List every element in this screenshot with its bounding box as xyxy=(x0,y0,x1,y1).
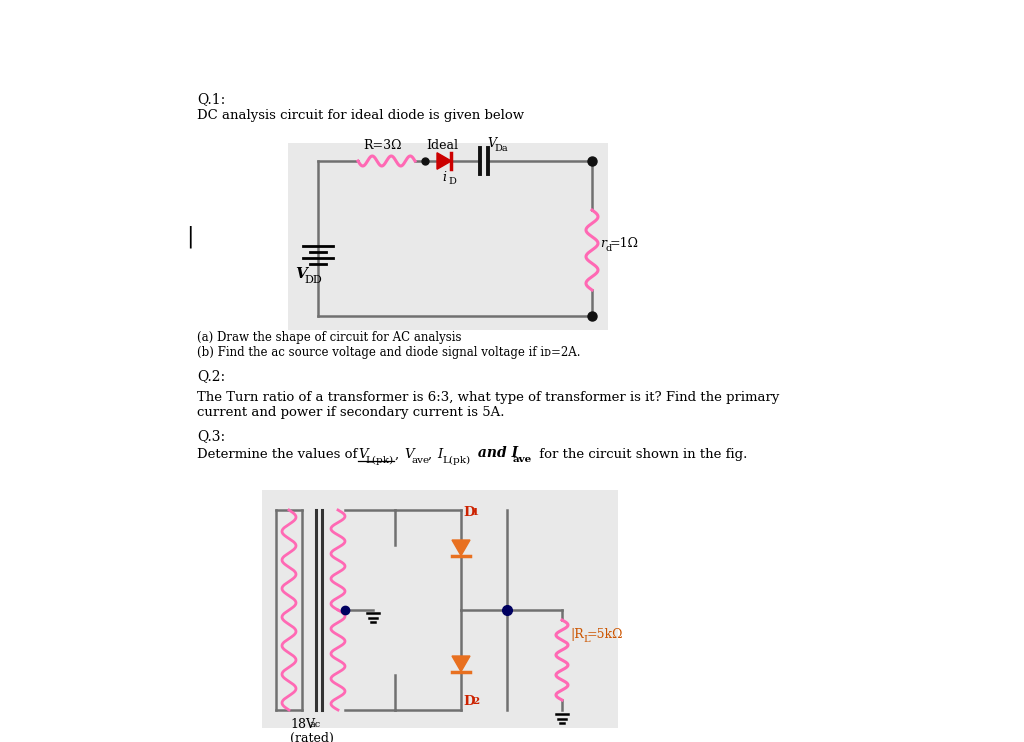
Text: =5kΩ: =5kΩ xyxy=(587,628,624,641)
Polygon shape xyxy=(452,540,470,556)
Text: L(pk): L(pk) xyxy=(442,456,470,465)
Text: D: D xyxy=(463,506,474,519)
Text: ave: ave xyxy=(513,455,532,464)
Text: Ideal: Ideal xyxy=(426,139,458,152)
Text: I: I xyxy=(437,448,442,461)
Text: DC analysis circuit for ideal diode is given below: DC analysis circuit for ideal diode is g… xyxy=(197,109,524,122)
Text: 1: 1 xyxy=(472,508,479,517)
Text: D: D xyxy=(463,695,474,708)
Text: d: d xyxy=(605,244,611,253)
Text: r: r xyxy=(600,237,606,250)
Text: |: | xyxy=(186,225,194,248)
Text: V: V xyxy=(358,448,368,461)
Text: for the circuit shown in the fig.: for the circuit shown in the fig. xyxy=(535,448,748,461)
Text: L(pk): L(pk) xyxy=(365,456,393,465)
Text: and I: and I xyxy=(473,446,518,460)
Text: i: i xyxy=(442,171,446,184)
Text: 2: 2 xyxy=(472,697,479,706)
Text: 18V: 18V xyxy=(290,718,315,731)
Text: (b) Find the ac source voltage and diode signal voltage if iᴅ=2A.: (b) Find the ac source voltage and diode… xyxy=(197,346,581,359)
Text: Determine the values of: Determine the values of xyxy=(197,448,361,461)
Text: D: D xyxy=(449,177,456,186)
Text: |R: |R xyxy=(570,628,584,641)
Text: =1Ω: =1Ω xyxy=(610,237,639,250)
Polygon shape xyxy=(437,153,452,169)
Text: Q.3:: Q.3: xyxy=(197,429,225,443)
Text: The Turn ratio of a transformer is 6:3, what type of transformer is it? Find the: The Turn ratio of a transformer is 6:3, … xyxy=(197,391,779,404)
Text: ac: ac xyxy=(310,720,322,729)
Polygon shape xyxy=(452,656,470,672)
Text: V: V xyxy=(404,448,414,461)
Text: V: V xyxy=(487,137,496,150)
Text: (a) Draw the shape of circuit for AC analysis: (a) Draw the shape of circuit for AC ana… xyxy=(197,331,462,344)
Text: ,: , xyxy=(395,448,399,461)
Bar xyxy=(262,490,618,728)
Bar xyxy=(288,143,608,330)
Text: ave: ave xyxy=(411,456,429,465)
Text: R=3Ω: R=3Ω xyxy=(364,139,402,152)
Text: Da: Da xyxy=(494,144,508,153)
Text: Q.2:: Q.2: xyxy=(197,369,225,383)
Text: (rated): (rated) xyxy=(290,732,334,742)
Text: L: L xyxy=(583,635,590,644)
Text: V: V xyxy=(295,267,307,281)
Text: current and power if secondary current is 5A.: current and power if secondary current i… xyxy=(197,406,505,419)
Text: DD: DD xyxy=(304,275,322,285)
Text: ,: , xyxy=(428,448,432,461)
Text: Q.1:: Q.1: xyxy=(197,92,225,106)
